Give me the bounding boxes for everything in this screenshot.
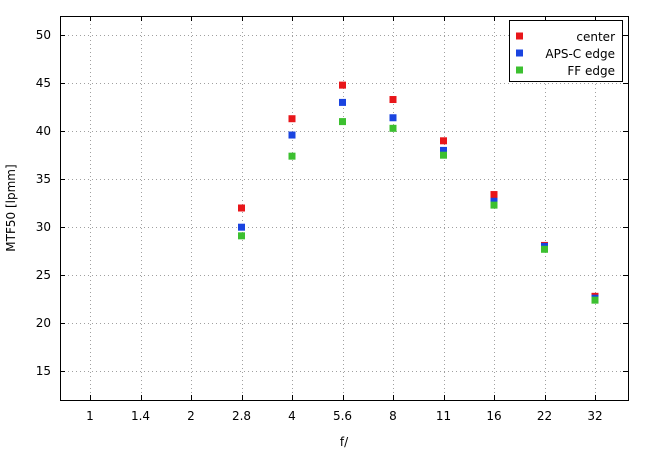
y-tick-label: 20 xyxy=(36,316,51,330)
data-point-ff-edge xyxy=(389,124,397,132)
data-point-aps-c-edge xyxy=(440,146,447,154)
x-tick-label: 1.4 xyxy=(131,409,150,423)
x-axis-title: f/ xyxy=(340,435,349,449)
x-tick-label: 22 xyxy=(537,409,552,423)
x-tick-label: 8 xyxy=(389,409,397,423)
x-tick-label: 2 xyxy=(187,409,195,423)
data-point-ff-edge xyxy=(541,245,548,253)
data-point-center xyxy=(440,137,447,145)
y-tick-label: 45 xyxy=(36,76,51,90)
data-point-ff-edge xyxy=(339,118,346,126)
legend-label: FF edge xyxy=(567,64,615,78)
legend-swatch xyxy=(516,66,523,74)
legend-swatch xyxy=(516,49,523,57)
x-tick-label: 5.6 xyxy=(333,409,352,423)
y-tick-label: 50 xyxy=(36,28,51,42)
y-tick-label: 35 xyxy=(36,172,51,186)
x-tick-label: 11 xyxy=(436,409,451,423)
data-point-aps-c-edge xyxy=(389,114,397,122)
data-point-aps-c-edge xyxy=(288,131,296,139)
axis-ticks: 1 1.4 2 2.8 4 5.6 8 11 16 22 32 15 20 25 30 35 40 45 50 xyxy=(36,16,628,423)
data-point-aps-c-edge xyxy=(490,197,498,205)
data-point-ff-edge xyxy=(490,201,498,209)
data-point-center xyxy=(389,96,397,104)
y-axis-title: MTF50 [lpmm] xyxy=(4,164,18,251)
x-tick-label: 4 xyxy=(288,409,296,423)
y-tick-label: 25 xyxy=(36,268,51,282)
legend-label: center xyxy=(576,30,615,44)
x-tick-label: 2.8 xyxy=(232,409,251,423)
x-tick-label: 32 xyxy=(587,409,602,423)
data-point-ff-edge xyxy=(288,152,296,160)
y-tick-label: 40 xyxy=(36,124,51,138)
legend-label: APS-C edge xyxy=(545,47,615,61)
data-point-center xyxy=(490,191,498,199)
y-tick-label: 30 xyxy=(36,220,51,234)
data-point-center xyxy=(238,204,245,212)
data-point-ff-edge xyxy=(440,151,447,159)
legend-box xyxy=(509,20,623,82)
data-points xyxy=(238,81,599,304)
legend-swatch xyxy=(516,32,523,40)
data-point-center xyxy=(288,115,296,123)
data-point-ff-edge xyxy=(591,296,599,304)
y-tick-label: 15 xyxy=(36,364,51,378)
legend: center APS-C edge FF edge xyxy=(509,20,623,82)
data-point-ff-edge xyxy=(238,232,245,240)
data-point-aps-c-edge xyxy=(339,98,346,106)
data-point-aps-c-edge xyxy=(238,223,245,231)
plot-area xyxy=(60,16,629,401)
x-tick-label: 16 xyxy=(486,409,501,423)
data-point-center xyxy=(339,81,346,89)
x-tick-label: 1 xyxy=(86,409,94,423)
